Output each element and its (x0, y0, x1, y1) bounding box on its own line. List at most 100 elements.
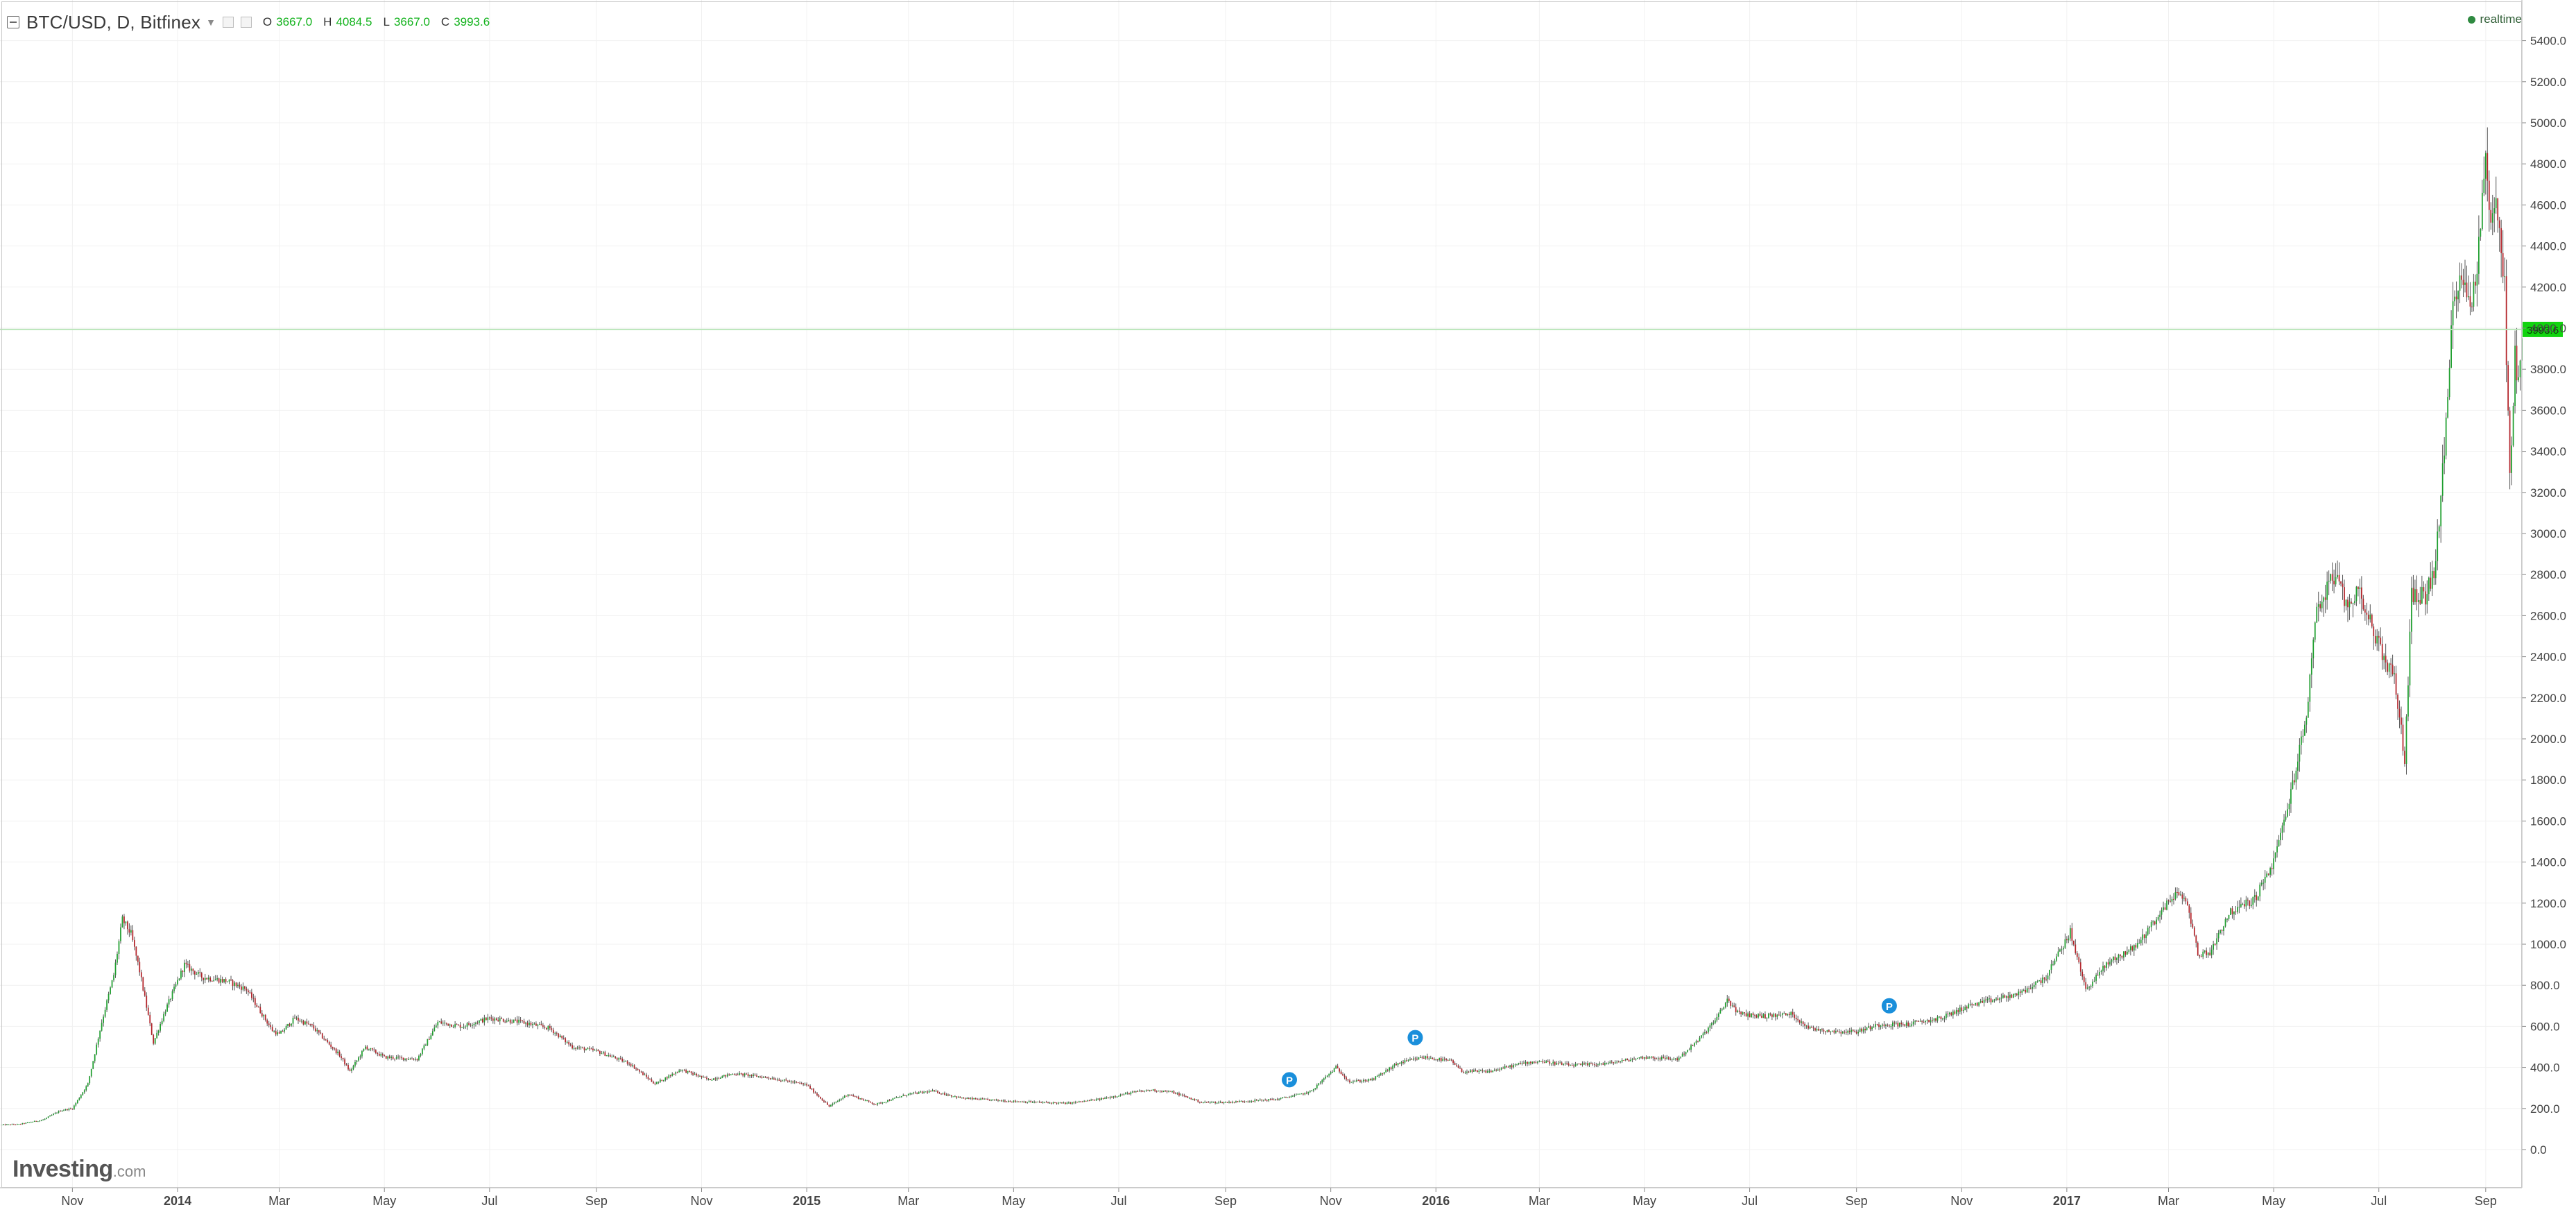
candle-up (108, 993, 110, 1000)
candle-down (1475, 1070, 1477, 1071)
candle-up (1678, 1057, 1680, 1061)
candle-down (2019, 991, 2021, 993)
candle-up (1871, 1027, 1873, 1030)
candle-up (1218, 1102, 1219, 1103)
candle-down (2016, 993, 2018, 996)
candle-up (1257, 1100, 1260, 1101)
candle-down (1208, 1102, 1210, 1103)
candle-up (834, 1102, 835, 1104)
candle-down (2271, 868, 2273, 869)
candle-down (1349, 1080, 1350, 1083)
candle-up (1028, 1101, 1030, 1102)
candle-down (2331, 574, 2333, 581)
candle-down (1667, 1057, 1669, 1059)
candle-down (619, 1058, 621, 1059)
candle-up (884, 1102, 885, 1103)
candle-up (78, 1098, 80, 1100)
candle-down (1340, 1071, 1342, 1075)
candle-down (1056, 1102, 1058, 1104)
price-axis[interactable]: 0.0 200.0 400.0 600.0 800.0 1000.0 1200.0 1400.… (2521, 0, 2566, 1188)
candle-down (2214, 944, 2216, 945)
candle-down (1201, 1102, 1203, 1103)
candle-up (190, 968, 192, 971)
candle-up (1980, 1000, 1982, 1002)
candle-down (2206, 950, 2208, 955)
candle-up (1616, 1061, 1618, 1063)
candle-down (676, 1072, 678, 1073)
x-tick-label: Sep (1214, 1194, 1237, 1208)
candle-down (366, 1046, 368, 1050)
candle-down (1755, 1015, 1758, 1018)
candle-up (1717, 1014, 1719, 1017)
candle-down (451, 1024, 453, 1027)
candle-down (718, 1078, 720, 1079)
candle-up (435, 1025, 437, 1028)
candle-down (2072, 940, 2075, 945)
candle-up (1350, 1082, 1353, 1083)
candle-down (651, 1079, 653, 1082)
candle-up (1235, 1101, 1237, 1102)
candle-up (2447, 397, 2449, 418)
candle-up (656, 1082, 658, 1084)
close-icon[interactable] (240, 17, 252, 28)
candle-down (1557, 1063, 1559, 1064)
candle-up (2504, 276, 2506, 278)
candle-up (1630, 1059, 1631, 1061)
candle-up (2109, 962, 2111, 965)
status-dot-icon (2467, 15, 2475, 24)
candle-down (1692, 1045, 1694, 1046)
candle-up (473, 1023, 475, 1025)
candle-up (2468, 296, 2469, 298)
candle-up (1933, 1018, 1935, 1021)
candle-down (1252, 1101, 1254, 1102)
candle-down (1364, 1079, 1366, 1081)
candle-up (2307, 701, 2309, 718)
candle-up (1862, 1029, 1864, 1032)
candle-up (2035, 981, 2037, 985)
candle-down (235, 982, 237, 987)
candle-up (1087, 1100, 1089, 1102)
x-tick-label: Nov (1950, 1194, 1973, 1208)
candle-up (911, 1093, 913, 1094)
candle-up (2290, 789, 2292, 804)
candle-down (244, 986, 246, 989)
candle-down (565, 1038, 567, 1043)
collapse-legend-button[interactable] (7, 16, 19, 28)
candle-up (2224, 919, 2226, 927)
candle-up (1251, 1101, 1253, 1102)
candle-up (753, 1074, 754, 1076)
candle-up (454, 1024, 456, 1027)
candle-down (2502, 253, 2504, 277)
time-axis[interactable]: Nov 2014 Mar May Jul Sep Nov 2015 Mar May Jul Sep No… (0, 1187, 2522, 1208)
candle-down (750, 1075, 753, 1076)
candle-down (1566, 1063, 1568, 1064)
candle-up (223, 979, 225, 982)
candle-down (1804, 1023, 1805, 1026)
candle-up (2217, 932, 2219, 939)
investing-logo: Investing .com (12, 1156, 146, 1183)
candle-up (96, 1044, 98, 1055)
symbol-title[interactable]: BTC/USD, D, Bitfinex (26, 11, 201, 33)
candle-down (1303, 1093, 1304, 1095)
candle-up (2295, 770, 2297, 783)
candle-up (2129, 946, 2131, 950)
chevron-down-icon[interactable]: ▼ (206, 17, 216, 28)
candle-up (370, 1048, 372, 1050)
settings-icon[interactable] (222, 17, 234, 28)
candle-up (882, 1102, 884, 1104)
candle-up (1621, 1059, 1623, 1061)
candle-down (1950, 1012, 1952, 1016)
x-tick-label: Sep (585, 1194, 608, 1208)
candle-up (2411, 588, 2412, 632)
candle-down (888, 1100, 891, 1101)
candle-down (2380, 638, 2382, 645)
candle-up (1819, 1029, 1821, 1031)
candle-down (583, 1048, 585, 1050)
candle-down (616, 1058, 618, 1060)
candle-up (1949, 1012, 1950, 1015)
candle-up (1299, 1093, 1300, 1095)
candle-down (128, 929, 130, 933)
y-tick-label: 4400.0 (2530, 240, 2566, 253)
candle-down (1485, 1070, 1487, 1073)
